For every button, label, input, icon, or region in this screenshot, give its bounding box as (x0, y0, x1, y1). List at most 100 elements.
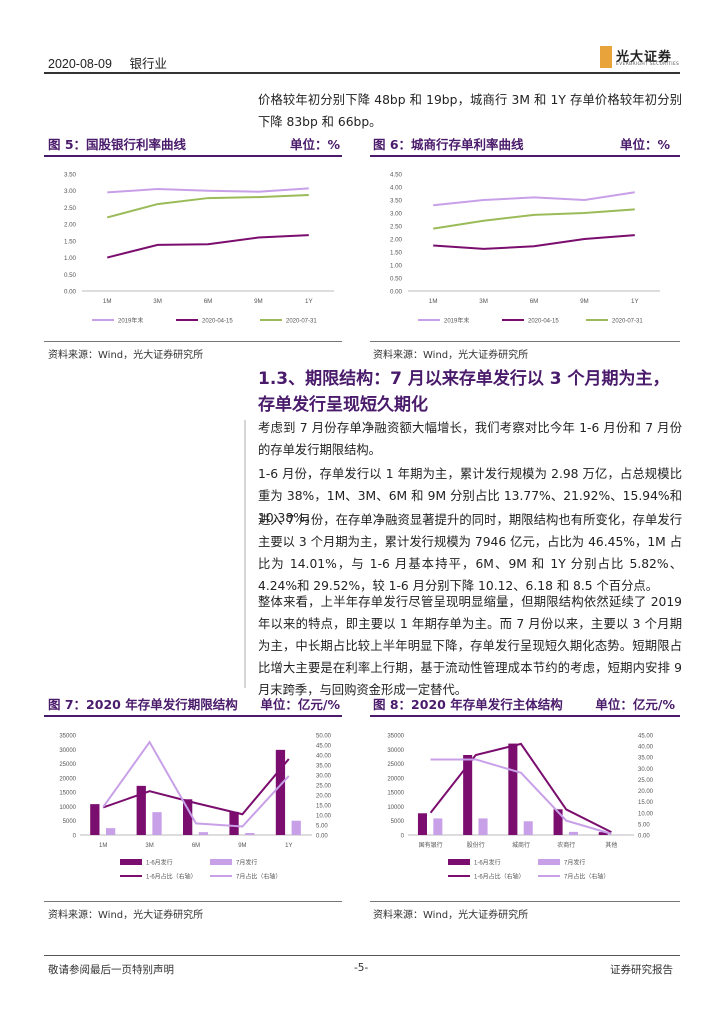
y-tick-label: 0 (401, 834, 405, 840)
series-line-3 (106, 194, 309, 219)
y-tick-label: 3.50 (64, 172, 77, 179)
fig8-bottom-rule (370, 901, 680, 902)
x-tick-label: 3M (153, 298, 162, 305)
y2-tick-label: 35.00 (316, 764, 332, 770)
y-tick-label: 35000 (387, 734, 404, 740)
y-tick-label: 15000 (59, 791, 76, 797)
x-tick-label: 1M (429, 298, 438, 305)
series-line-2 (433, 234, 635, 250)
series-line-1 (107, 187, 309, 194)
x-tick-label: 1Y (631, 298, 639, 305)
y2-tick-label: 50.00 (316, 734, 332, 740)
y-tick-label: 30000 (387, 748, 404, 754)
legend-swatch (120, 859, 142, 865)
y-tick-label: 0 (73, 834, 77, 840)
y-tick-label: 15000 (387, 791, 404, 797)
series-line-3 (433, 208, 635, 230)
y2-tick-label: 15.00 (638, 800, 654, 806)
legend-label: 2020-04-15 (528, 319, 559, 325)
fig7-bottom-rule (44, 901, 342, 902)
bar-series-2 (152, 812, 162, 835)
y2-tick-label: 20.00 (316, 794, 332, 800)
body-paragraph-1: 考虑到 7 月份存单净融资额大幅增长，我们考察对比今年 1-6 月份和 7 月份… (258, 421, 682, 457)
x-tick-label: 3M (145, 843, 153, 849)
series-line-2 (106, 234, 309, 259)
x-tick-label: 3M (479, 298, 488, 305)
legend-label: 2020-07-31 (286, 319, 317, 325)
y2-tick-label: 5.00 (638, 822, 650, 828)
bar-series-2 (523, 821, 533, 835)
y-tick-label: 0.50 (64, 272, 77, 279)
x-tick-label: 城商行 (512, 841, 530, 849)
x-tick-label: 6M (192, 843, 200, 849)
y2-tick-label: 20.00 (638, 789, 654, 795)
footer-rule (44, 955, 680, 956)
x-tick-label: 9M (254, 298, 263, 305)
y2-tick-label: 15.00 (316, 804, 332, 810)
logo-subtitle: EVERBRIGHT SECURITIES (616, 62, 680, 67)
footer-report-type: 证券研究报告 (610, 964, 673, 976)
report-sector: 银行业 (129, 57, 167, 71)
bar-series-2 (245, 833, 255, 835)
x-tick-label: 9M (580, 298, 589, 305)
y2-tick-label: 30.00 (638, 767, 654, 773)
fig7-title: 图 7：2020 年存单发行期限结构 (48, 697, 238, 712)
y-tick-label: 35000 (59, 734, 76, 740)
y-tick-label: 25000 (387, 762, 404, 768)
footer-disclaimer: 敬请参阅最后一页特别声明 (48, 964, 174, 976)
bar-series-2 (105, 828, 116, 835)
legend-label: 1-6月发行 (474, 859, 501, 867)
fig5-chart: 0.00 0.50 1.00 1.50 2.00 2.50 3.00 3.50 1M 3M 6M 9M… (64, 172, 334, 325)
y-tick-label: 2.50 (64, 205, 77, 212)
y-tick-label: 1.00 (390, 263, 403, 270)
legend-label: 2020-07-31 (612, 319, 643, 325)
legend-label: 7月占比（右轴） (564, 873, 609, 881)
logo-name: 光大证券 (616, 50, 673, 65)
fig6-source: 资料来源：Wind，光大证券研究所 (373, 350, 529, 361)
fig6-rule (370, 155, 680, 157)
bar-series-1 (417, 813, 427, 835)
fig6-unit: 单位：% (619, 137, 670, 152)
y-tick-label: 20000 (387, 776, 404, 782)
y2-tick-label: 5.00 (316, 824, 328, 830)
legend-swatch (210, 859, 232, 865)
legend-label: 7月发行 (236, 859, 257, 867)
y-tick-label: 5000 (63, 819, 77, 825)
bar-series-2 (198, 832, 209, 835)
body-paragraph-3: 进入 7 月份，在存单净融资显著提升的同时，期限结构也有所变化，存单发行主要以 … (258, 513, 682, 593)
bar-series-1 (183, 799, 193, 835)
page-number: -5- (354, 962, 369, 974)
y2-tick-label: 10.00 (638, 811, 654, 817)
y-tick-label: 1.00 (64, 255, 77, 262)
logo-mark-icon (600, 46, 612, 68)
bar-series-1 (136, 785, 146, 835)
bar-series-2 (291, 820, 301, 835)
fig5-title: 图 5：国股银行利率曲线 (48, 137, 187, 152)
y-tick-label: 1.50 (390, 250, 403, 257)
fig7-rule (44, 715, 342, 717)
y-tick-label: 20000 (59, 776, 76, 782)
y2-tick-label: 45.00 (316, 744, 332, 750)
fig5-rule (44, 155, 342, 157)
y-tick-label: 2.00 (64, 222, 77, 229)
y-tick-label: 10000 (59, 805, 76, 811)
fig7-source: 资料来源：Wind，光大证券研究所 (48, 910, 204, 921)
y-tick-label: 10000 (387, 805, 404, 811)
fig7-chart: 0 5000 10000 15000 20000 25000 30000 35000 0.00 5… (59, 734, 332, 881)
y2-tick-label: 25.00 (638, 778, 654, 784)
header-rule (44, 72, 680, 74)
y-tick-label: 1.50 (64, 238, 77, 245)
legend-label: 1-6月占比（右轴） (474, 873, 525, 881)
legend-swatch (448, 859, 470, 865)
header-meta: 2020-08-09 银行业 (48, 53, 181, 72)
x-tick-label: 国有银行 (419, 841, 443, 849)
y2-tick-label: 30.00 (316, 774, 332, 780)
fig5-unit: 单位：% (289, 137, 340, 152)
bar-series-1 (463, 755, 473, 835)
legend-label: 2019年末 (444, 317, 469, 325)
y-tick-label: 3.00 (390, 211, 403, 218)
y-tick-label: 0.50 (390, 276, 403, 283)
section-title: 1.3、期限结构：7 月以来存单发行以 3 个月期为主，存单发行呈现短久期化 (258, 369, 670, 415)
bar-series-1 (90, 804, 100, 835)
legend-label: 1-6月占比（右轴） (146, 873, 197, 881)
